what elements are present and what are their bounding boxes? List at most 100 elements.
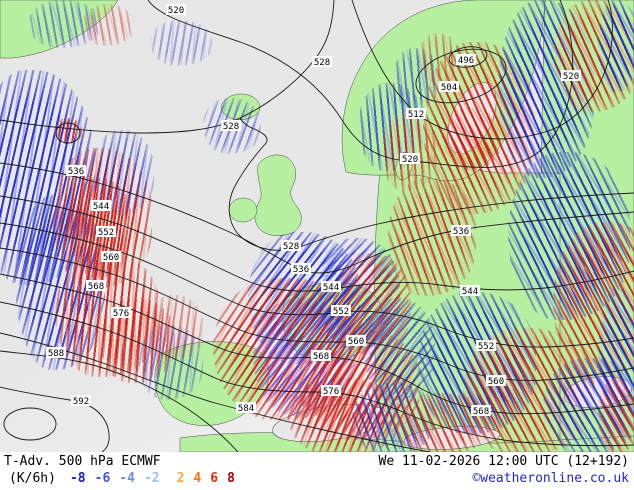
warm-advection-patch — [82, 4, 134, 46]
svg-text:536: 536 — [68, 167, 84, 177]
footer-legend-row: (K/6h) -8 -6 -4 -2 2 4 6 8 ©weatheronline.co.uk — [0, 469, 634, 486]
cold-advection-patch — [150, 20, 212, 66]
legend-value: -4 — [119, 471, 135, 486]
contour-label: 560 — [486, 375, 506, 387]
contour-label: 536 — [291, 263, 311, 275]
svg-text:560: 560 — [488, 377, 504, 387]
svg-text:560: 560 — [103, 253, 119, 263]
svg-text:552: 552 — [98, 228, 114, 238]
contour-label: 520 — [561, 70, 581, 82]
svg-text:544: 544 — [462, 287, 478, 297]
footer-title-row: T-Adv. 500 hPa ECMWF We 11-02-2026 12:00… — [0, 452, 634, 469]
contour-label: 560 — [101, 251, 121, 263]
contour-label: 536 — [451, 225, 471, 237]
contour-label: 576 — [321, 385, 341, 397]
contour-536 — [0, 162, 634, 274]
legend-value: 6 — [210, 471, 219, 486]
svg-text:528: 528 — [314, 58, 330, 68]
contour-label: 560 — [346, 335, 366, 347]
footer: T-Adv. 500 hPa ECMWF We 11-02-2026 12:00… — [0, 452, 634, 490]
legend-value: -8 — [69, 471, 86, 486]
copyright-link[interactable]: ©weatheronline.co.uk — [472, 471, 629, 486]
svg-text:576: 576 — [323, 387, 339, 397]
warm-advection-patch — [388, 178, 476, 296]
contour-label: 576 — [111, 307, 131, 319]
legend-value: 4 — [193, 471, 202, 486]
contour-closed-bottom-left — [3, 407, 57, 441]
svg-text:588: 588 — [48, 349, 64, 359]
svg-text:544: 544 — [323, 283, 339, 293]
contour-512 — [351, 0, 613, 140]
svg-text:584: 584 — [238, 404, 254, 414]
contour-568 — [0, 273, 634, 415]
land-britain — [254, 154, 302, 236]
contour-label: 584 — [236, 402, 256, 414]
contour-label: 528 — [221, 120, 241, 132]
legend-value: 2 — [176, 471, 185, 486]
legend-value: 8 — [227, 471, 235, 486]
contour-504 — [415, 48, 507, 104]
contour-label: 552 — [331, 305, 351, 317]
svg-text:560: 560 — [348, 337, 364, 347]
cold-advection-patch — [138, 325, 203, 400]
contour-label: 528 — [281, 240, 301, 252]
svg-text:576: 576 — [113, 309, 129, 319]
svg-text:496: 496 — [458, 56, 474, 66]
weather-map: 520 528 496 504 520 512 528 520 536 544 536 552 528 5… — [0, 0, 634, 452]
contour-label: 568 — [311, 350, 331, 362]
legend-value: -2 — [143, 471, 160, 486]
svg-text:520: 520 — [402, 155, 418, 165]
map-title: T-Adv. 500 hPa ECMWF — [4, 454, 161, 469]
svg-text:592: 592 — [73, 397, 89, 407]
contour-label: 592 — [71, 395, 91, 407]
legend-scale: -8 -6 -4 -2 2 4 6 8 — [70, 471, 235, 486]
contour-label: 552 — [96, 226, 116, 238]
warm-advection-patch — [148, 295, 203, 360]
cold-advection-patch — [598, 0, 634, 92]
contour-label: 496 — [456, 54, 476, 66]
contour-label: 544 — [321, 281, 341, 293]
contour-528-north — [0, 0, 335, 134]
contour-label: 520 — [400, 153, 420, 165]
contour-label: 588 — [46, 347, 66, 359]
svg-text:568: 568 — [313, 352, 329, 362]
map-datetime: We 11-02-2026 12:00 UTC (12+192) — [378, 454, 629, 469]
svg-text:552: 552 — [478, 342, 494, 352]
contour-label: 568 — [86, 280, 106, 292]
contour-560 — [0, 247, 634, 381]
svg-text:568: 568 — [473, 407, 489, 417]
contour-layer: 520 528 496 504 520 512 528 520 536 544 536 552 528 5… — [0, 0, 634, 452]
svg-text:520: 520 — [563, 72, 579, 82]
contour-label: 552 — [476, 340, 496, 352]
contour-576 — [0, 301, 634, 446]
contour-528-trough — [228, 117, 634, 251]
svg-text:504: 504 — [441, 83, 457, 93]
contour-label: 512 — [406, 108, 426, 120]
svg-text:512: 512 — [408, 110, 424, 120]
contour-label: 528 — [312, 56, 332, 68]
svg-text:520: 520 — [168, 6, 184, 16]
legend-value: -6 — [94, 471, 111, 486]
contour-592 — [0, 386, 110, 452]
svg-text:528: 528 — [283, 242, 299, 252]
svg-text:552: 552 — [333, 307, 349, 317]
land-greenland — [0, 0, 119, 59]
contour-584 — [0, 332, 431, 452]
contour-closed-low-left — [55, 122, 81, 144]
contour-label: 544 — [460, 285, 480, 297]
contour-label: 568 — [471, 405, 491, 417]
cold-advection-patch — [28, 0, 100, 48]
contour-label: 536 — [66, 165, 86, 177]
svg-text:528: 528 — [223, 122, 239, 132]
advection-shading — [0, 0, 634, 452]
svg-text:536: 536 — [293, 265, 309, 275]
svg-text:536: 536 — [453, 227, 469, 237]
svg-text:544: 544 — [93, 202, 109, 212]
warm-advection-patch — [598, 378, 634, 452]
legend-unit: (K/6h) — [9, 471, 56, 486]
contour-588 — [0, 350, 239, 452]
svg-text:568: 568 — [88, 282, 104, 292]
contour-520 — [147, 0, 574, 168]
contour-label: 504 — [439, 81, 459, 93]
